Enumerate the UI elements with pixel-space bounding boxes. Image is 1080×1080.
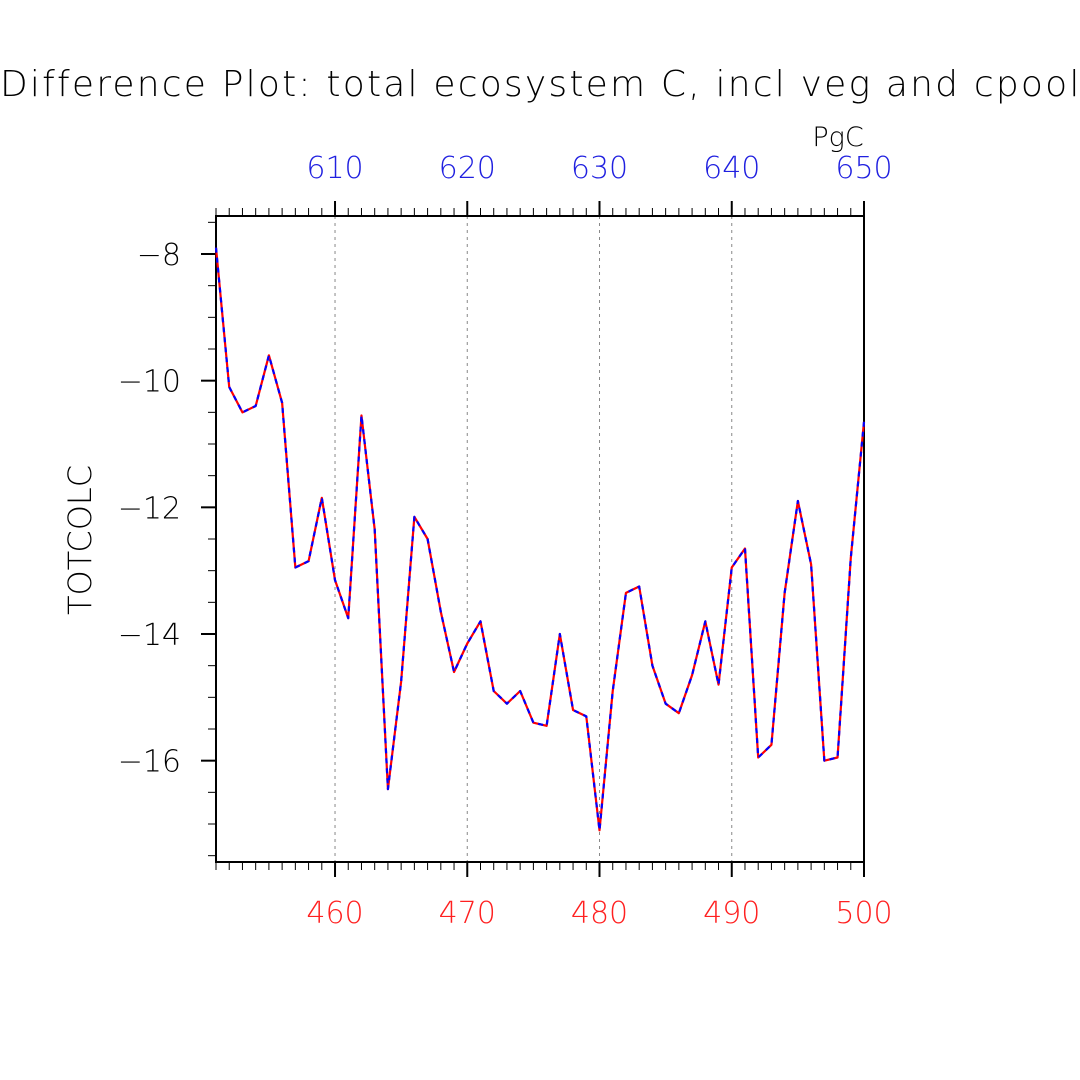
bottom-tick-label: 460 bbox=[306, 896, 363, 931]
tick-labels: 460 470 480 490 500 610 620 630 640 650 −8 −10 −12 −1… bbox=[118, 151, 893, 931]
top-tick-label: 610 bbox=[306, 151, 363, 186]
y-tick-label: −16 bbox=[118, 745, 181, 780]
top-tick-label: 620 bbox=[439, 151, 496, 186]
chart-title: Difference Plot: total ecosystem C, incl… bbox=[0, 64, 1080, 105]
data-lines bbox=[214, 247, 866, 832]
y-tick-label: −10 bbox=[118, 365, 181, 400]
top-tick-label: 650 bbox=[835, 151, 892, 186]
bottom-tick-label: 500 bbox=[835, 896, 892, 931]
bottom-tick-label: 470 bbox=[439, 896, 496, 931]
top-tick-label: 640 bbox=[703, 151, 760, 186]
top-tick-label: 630 bbox=[571, 151, 628, 186]
series-line-blue-dashed bbox=[214, 247, 866, 832]
bottom-tick-label: 480 bbox=[571, 896, 628, 931]
y-tick-label: −12 bbox=[118, 491, 181, 526]
y-axis-label: TOTCOLC bbox=[61, 465, 99, 615]
top-axis-unit-label: PgC bbox=[812, 122, 863, 153]
bottom-tick-label: 490 bbox=[703, 896, 760, 931]
y-tick-label: −14 bbox=[118, 618, 181, 653]
gridlines bbox=[334, 216, 733, 862]
y-tick-label: −8 bbox=[137, 238, 181, 273]
axes bbox=[201, 201, 865, 877]
